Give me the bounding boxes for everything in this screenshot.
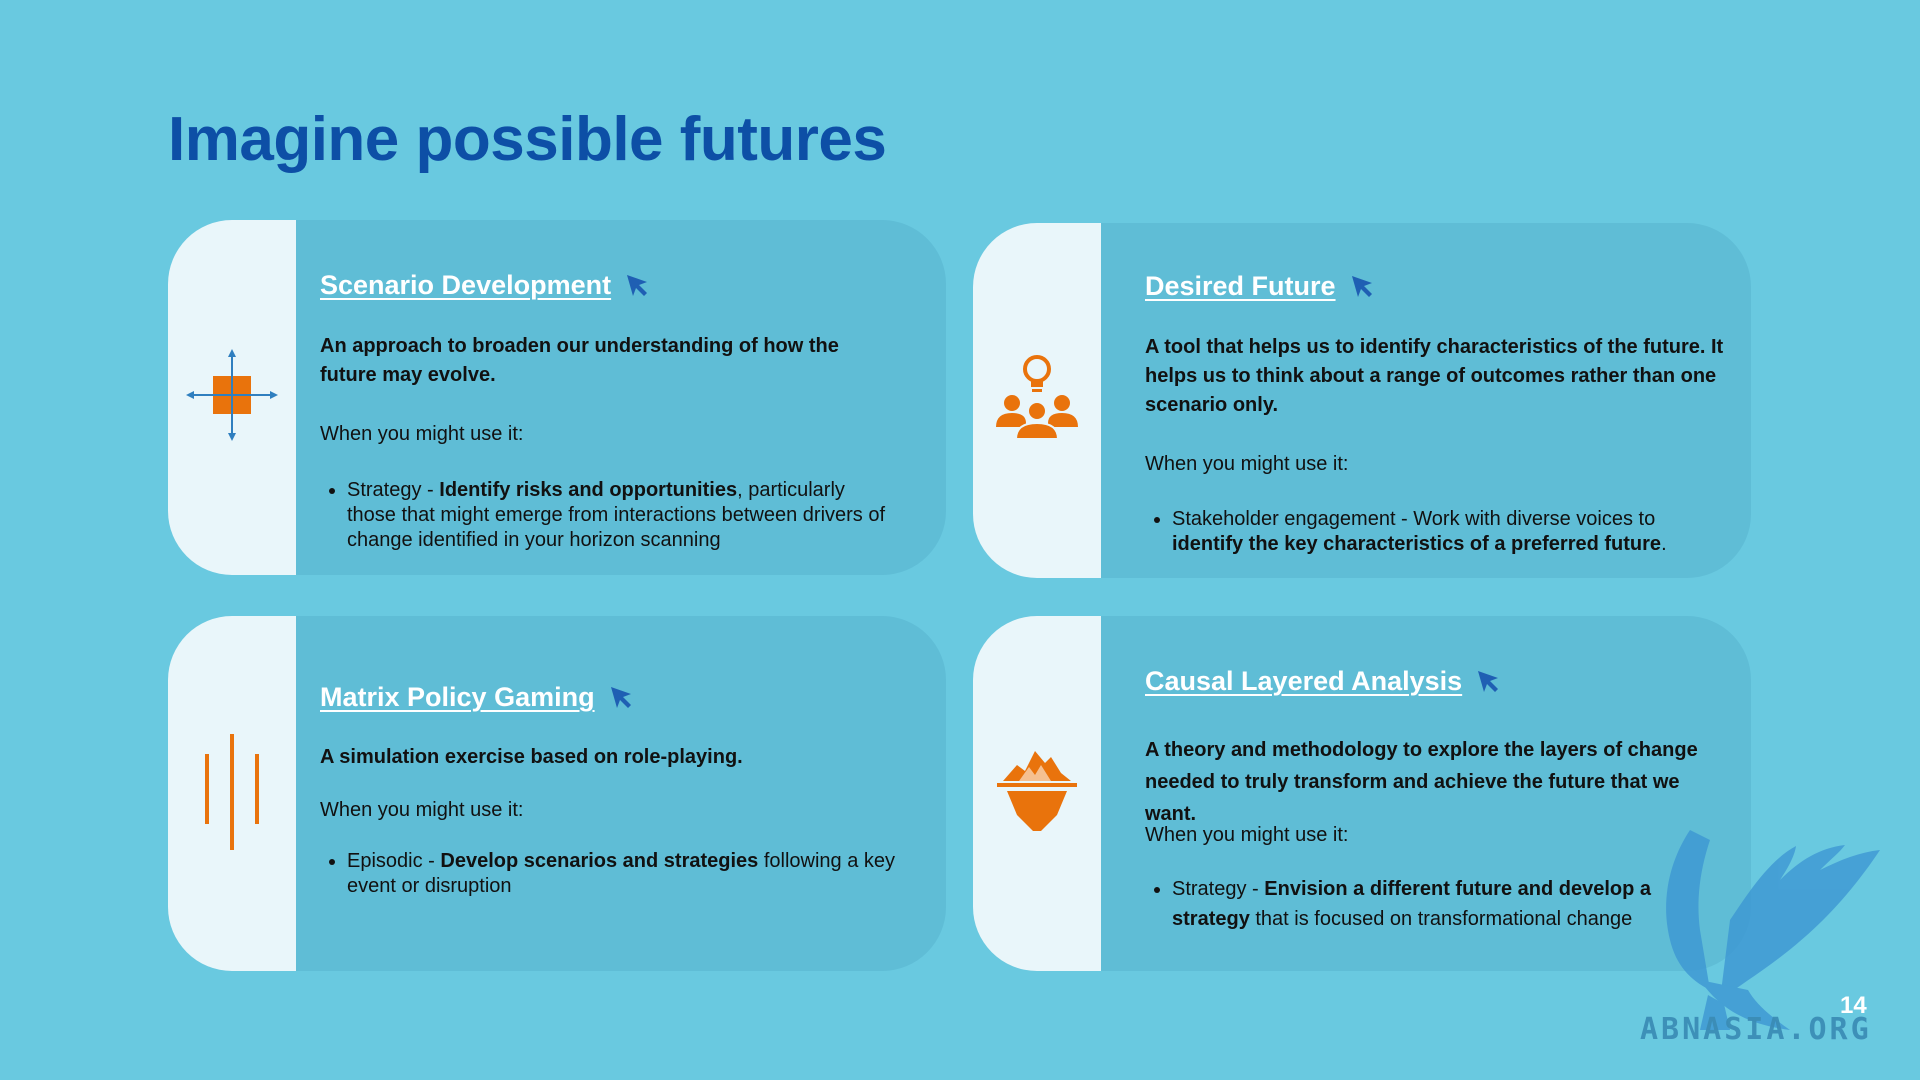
card-content: Desired Future A tool that helps us to i… [1145,223,1731,578]
matrix-policy-gaming-link[interactable]: Matrix Policy Gaming [320,682,635,713]
use-list: Episodic - Develop scenarios and strateg… [320,849,898,899]
watermark-text: ABNASIA.ORG [1640,1012,1872,1047]
card-content: Scenario Development An approach to broa… [320,220,898,575]
use-suffix: . [1661,533,1667,555]
icon-panel [168,616,296,971]
card-description: A simulation exercise based on role-play… [320,746,743,768]
card-title-label: Desired Future [1145,271,1336,301]
when-label: When you might use it: [1145,453,1349,475]
scenario-development-link[interactable]: Scenario Development [320,270,651,301]
card-content: Matrix Policy Gaming A simulation exerci… [320,616,898,971]
causal-layered-analysis-link[interactable]: Causal Layered Analysis [1145,666,1502,697]
use-list: Strategy - Identify risks and opportunit… [320,478,898,553]
cursor-arrow-icon [625,273,651,299]
card-scenario-development: Scenario Development An approach to broa… [168,220,946,575]
iceberg-icon [995,743,1079,844]
use-list: Strategy - Envision a different future a… [1145,874,1731,934]
scenario-matrix-icon [184,347,280,448]
cursor-arrow-icon [1350,274,1376,300]
use-item: Episodic - Develop scenarios and strateg… [347,849,898,899]
page-number: 14 [1840,992,1867,1019]
card-title-label: Matrix Policy Gaming [320,682,595,712]
card-desired-future: Desired Future A tool that helps us to i… [973,223,1751,578]
use-prefix: Episodic - [347,850,441,872]
when-label: When you might use it: [1145,824,1349,846]
use-suffix: that is focused on transformational chan… [1249,908,1633,930]
card-causal-layered-analysis: Causal Layered Analysis A theory and met… [973,616,1751,971]
use-item: Strategy - Identify risks and opportunit… [347,478,898,553]
use-suffix: following a key event or disruption [347,850,896,897]
desired-future-link[interactable]: Desired Future [1145,271,1376,302]
cursor-arrow-icon [609,685,635,711]
slide-title: Imagine possible futures [168,105,887,174]
use-prefix: Strategy - [1172,878,1265,900]
icon-panel [973,223,1101,578]
use-emphasis: Develop scenarios and strategies [440,850,759,872]
use-prefix: Strategy - [347,479,440,501]
card-description: A theory and methodology to explore the … [1145,739,1698,825]
vertical-lines-icon [197,726,267,861]
card-title-label: Scenario Development [320,270,612,300]
use-suffix: , particularly those that might emerge f… [347,479,886,551]
when-label: When you might use it: [320,799,524,821]
card-description: A tool that helps us to identify charact… [1145,336,1724,416]
use-prefix: Stakeholder engagement - Work with diver… [1172,508,1656,530]
cursor-arrow-icon [1476,669,1502,695]
griffin-logo-icon [1630,790,1910,1050]
icon-panel [973,616,1101,971]
use-list: Stakeholder engagement - Work with diver… [1145,507,1731,557]
use-emphasis: Envision a different future and develop … [1172,878,1651,930]
card-title-label: Causal Layered Analysis [1145,666,1463,696]
when-label: When you might use it: [320,423,524,445]
use-item: Strategy - Envision a different future a… [1172,874,1731,934]
use-emphasis: identify the key characteristics of a pr… [1172,533,1662,555]
icon-panel [168,220,296,575]
card-matrix-policy-gaming: Matrix Policy Gaming A simulation exerci… [168,616,946,971]
use-emphasis: Identify risks and opportunities [439,479,738,501]
card-content: Causal Layered Analysis A theory and met… [1145,616,1731,971]
lightbulb-group-icon [992,353,1082,448]
card-description: An approach to broaden our understanding… [320,335,839,386]
use-item: Stakeholder engagement - Work with diver… [1172,507,1731,557]
